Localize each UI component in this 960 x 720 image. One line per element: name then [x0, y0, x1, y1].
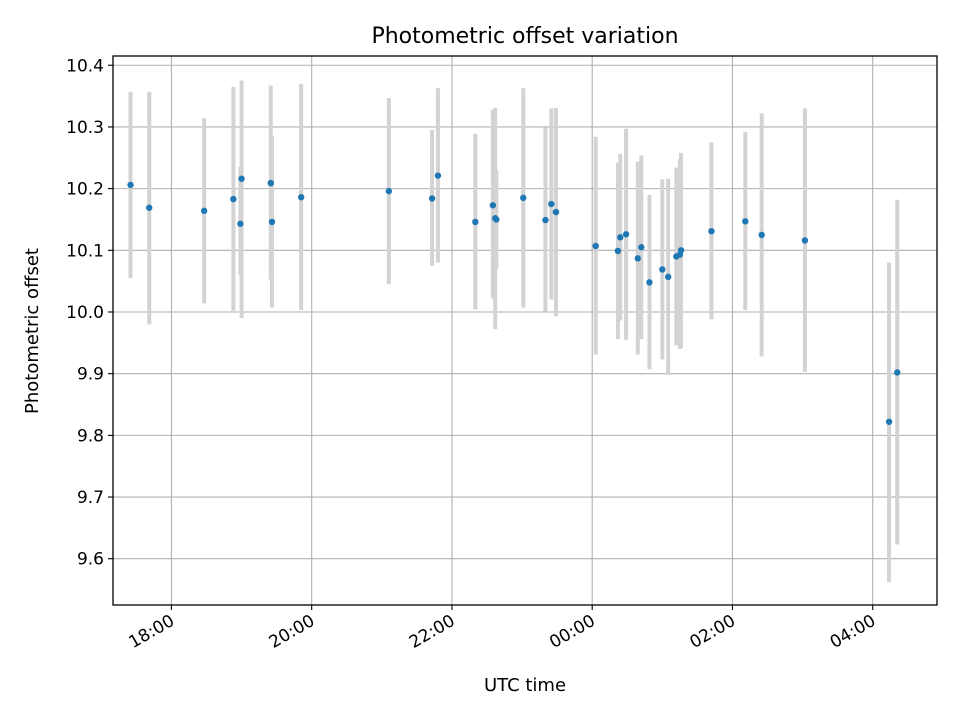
y-tick-label: 10.0 [66, 303, 104, 323]
data-point [659, 266, 666, 273]
data-point [592, 242, 599, 250]
data-point [801, 237, 809, 244]
data-point [146, 204, 153, 211]
data-point [548, 200, 555, 208]
data-point [617, 234, 624, 241]
plot-frame [112, 55, 938, 606]
data-point [542, 216, 549, 224]
x-axis-label: UTC time [484, 675, 566, 696]
data-point [434, 172, 442, 179]
y-tick-label: 10.3 [66, 118, 104, 138]
data-point [200, 207, 208, 215]
data-point [708, 227, 715, 235]
data-point [230, 195, 237, 203]
y-tick-label: 9.6 [77, 550, 104, 570]
data-point [237, 220, 244, 227]
data-point [646, 279, 653, 286]
data-point [428, 195, 436, 202]
data-points [127, 172, 901, 425]
data-point [472, 218, 479, 226]
y-axis-label: Photometric offset [22, 248, 43, 414]
data-point [758, 231, 765, 239]
data-point [622, 231, 630, 238]
data-point [552, 208, 560, 216]
y-tick-label: 10.1 [66, 241, 104, 261]
y-tick-label: 9.8 [77, 426, 104, 446]
data-point [677, 247, 685, 254]
data-point [297, 194, 305, 201]
data-point [127, 181, 134, 189]
data-point [614, 247, 622, 255]
data-point [634, 255, 641, 262]
y-tick-label: 10.2 [66, 180, 104, 200]
data-point [885, 418, 893, 425]
data-point [638, 244, 645, 251]
data-point [268, 218, 276, 226]
data-point [520, 194, 527, 202]
y-tick-label: 9.7 [77, 488, 104, 508]
data-point [267, 179, 274, 187]
data-point [664, 273, 672, 281]
data-point [894, 369, 901, 376]
y-tick-label: 9.9 [77, 365, 104, 385]
data-point [385, 187, 393, 195]
data-point [493, 216, 500, 223]
y-tick-label: 10.4 [66, 56, 104, 76]
data-point [489, 202, 497, 209]
data-point [238, 175, 245, 182]
data-point [742, 218, 749, 225]
chart-title: Photometric offset variation [371, 24, 678, 49]
